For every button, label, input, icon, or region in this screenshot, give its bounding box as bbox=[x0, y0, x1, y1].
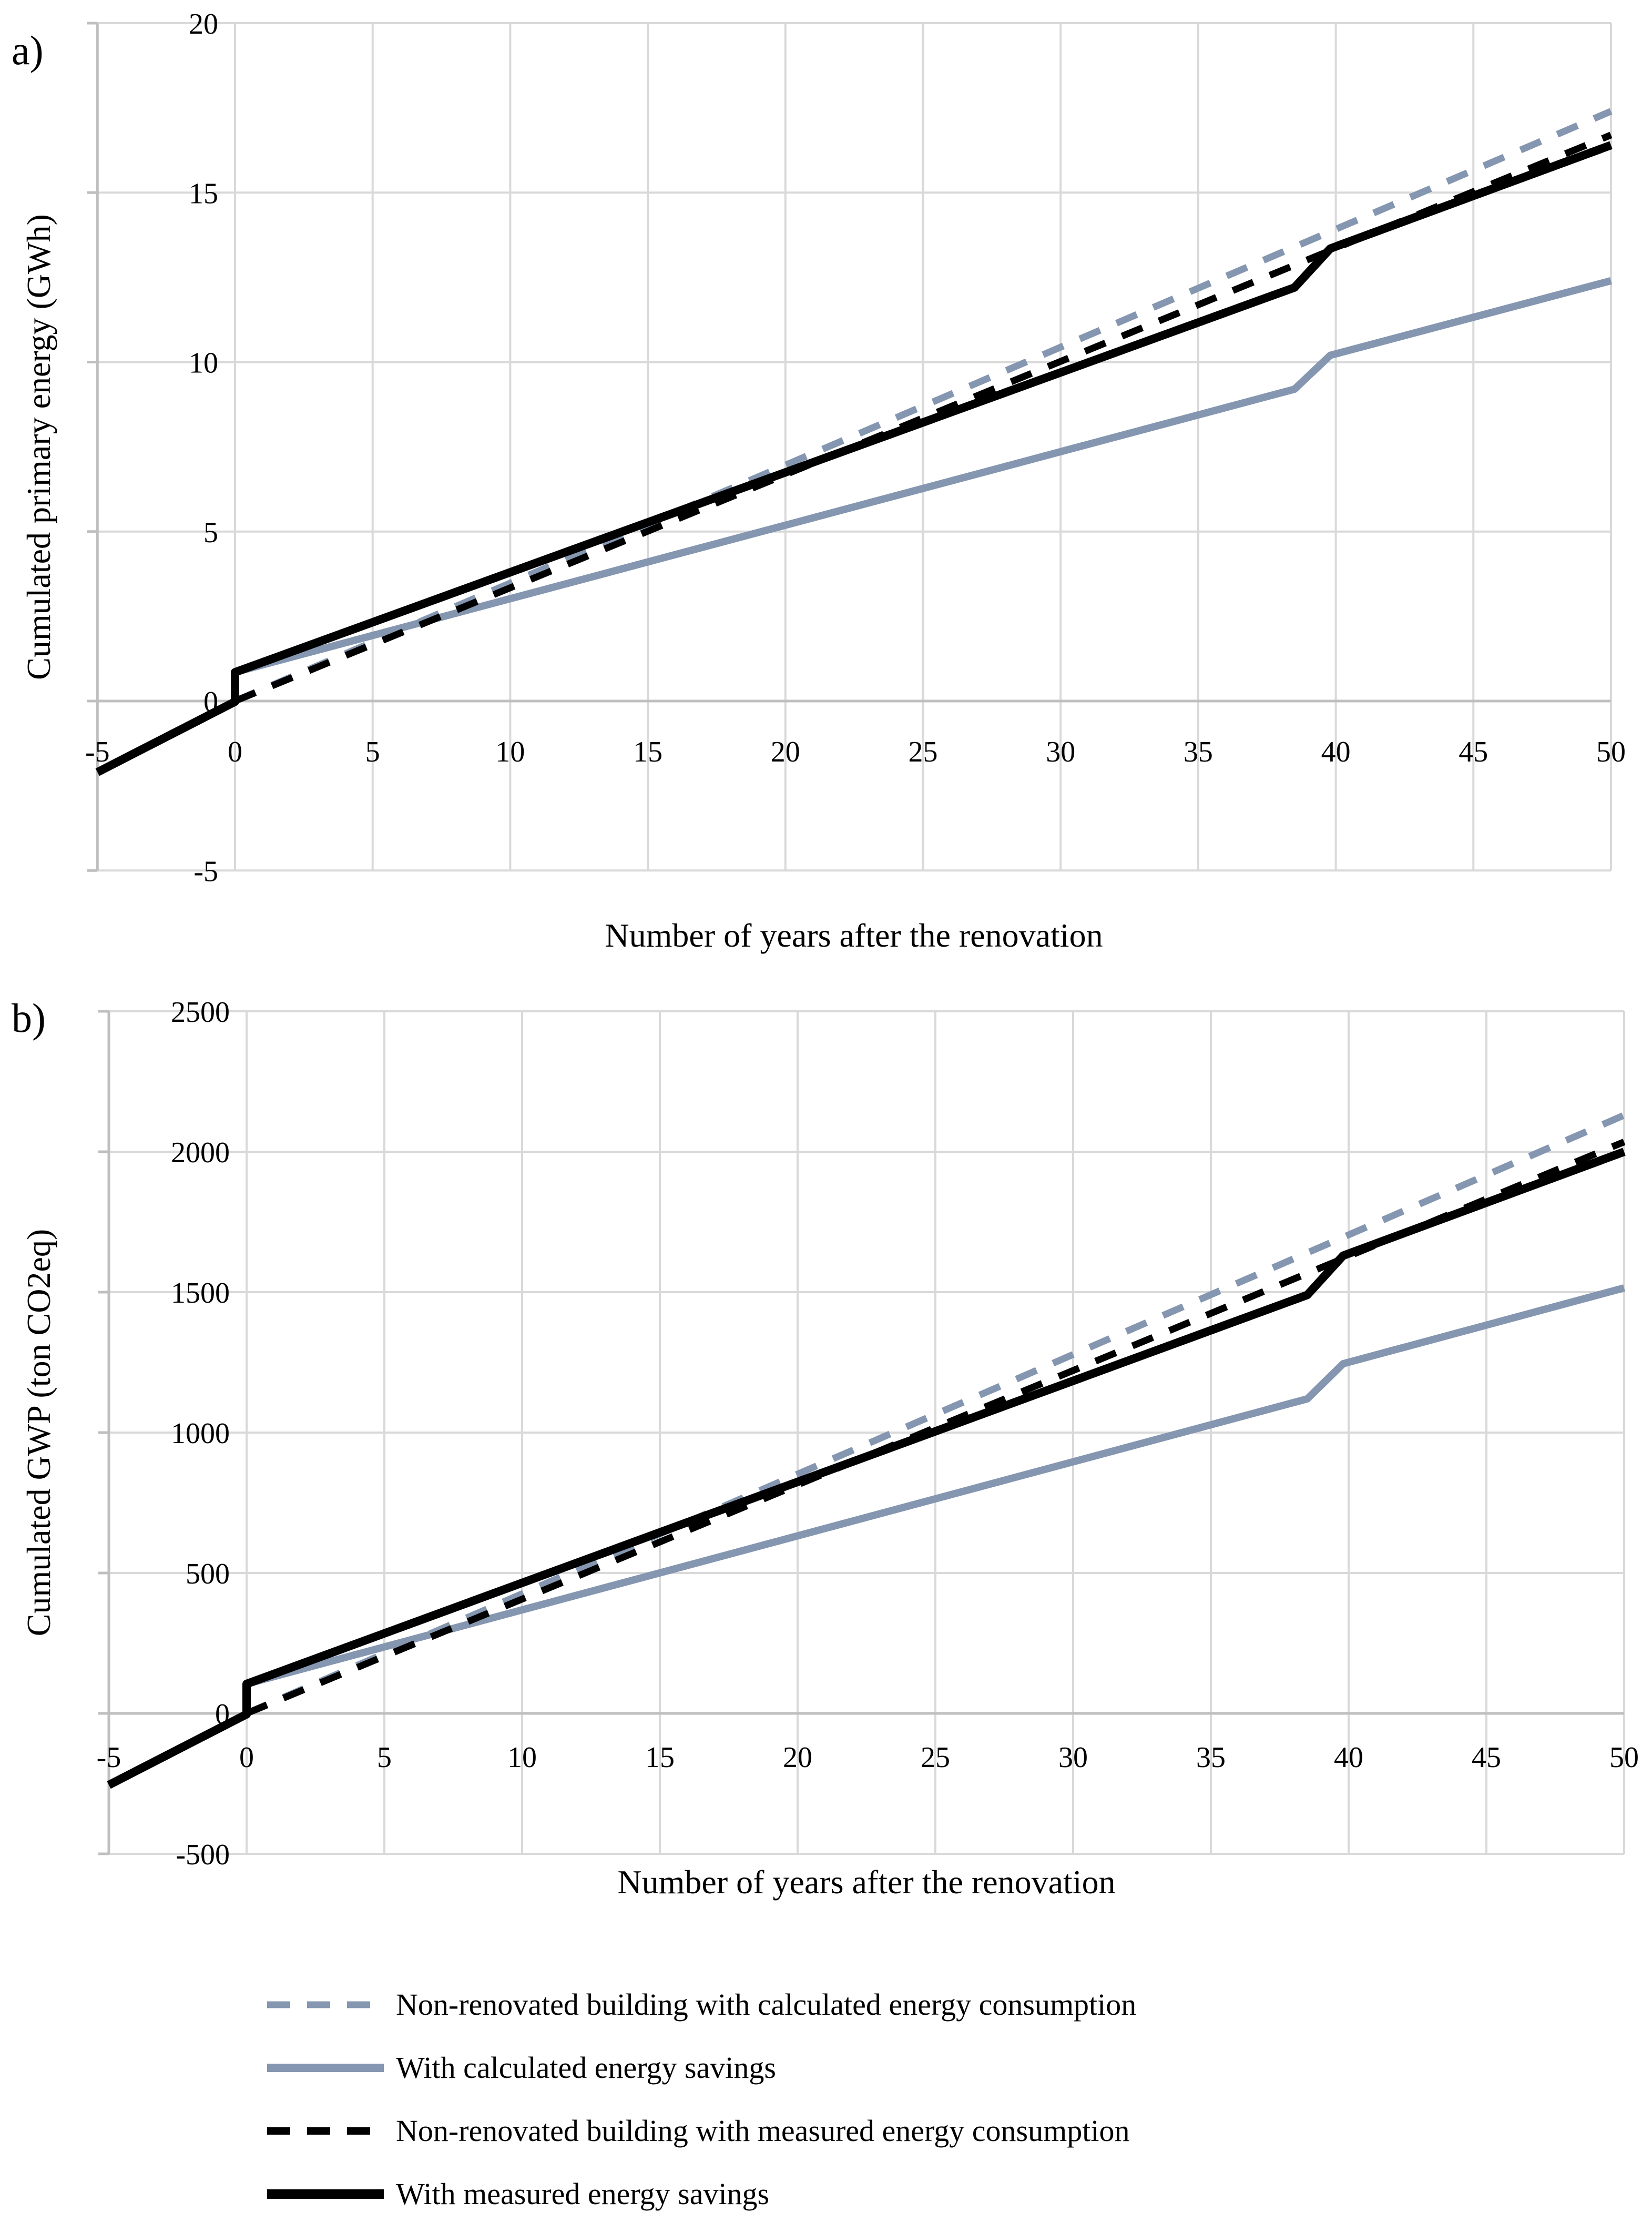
solid-blue-line-icon bbox=[267, 2064, 384, 2072]
chart-b-y-axis-title: Cumulated GWP (ton CO2eq) bbox=[20, 1229, 57, 1636]
chart-b-x-axis-title: Number of years after the renovation bbox=[617, 1863, 1115, 1901]
x-tick-label: 45 bbox=[1459, 736, 1488, 768]
series-solid-blue-line bbox=[107, 1284, 1625, 1789]
chart-a-y-axis-title: Cumulated primary energy (GWh) bbox=[20, 214, 57, 680]
solid-black-line-icon bbox=[267, 2189, 384, 2199]
panel-b-label: b) bbox=[12, 995, 46, 1041]
y-tick-label: 2500 bbox=[171, 996, 230, 1029]
x-tick-label: 15 bbox=[633, 736, 662, 768]
dashed-black-line-icon bbox=[267, 2127, 384, 2135]
x-tick-label: 40 bbox=[1334, 1741, 1363, 1774]
x-tick-label: 20 bbox=[783, 1741, 812, 1774]
x-tick-label: 0 bbox=[228, 736, 242, 768]
x-tick-label: 30 bbox=[1046, 736, 1075, 768]
legend-label: Non-renovated building with calculated e… bbox=[396, 1987, 1137, 2022]
y-tick-label: 2000 bbox=[171, 1136, 230, 1169]
x-tick-label: 30 bbox=[1058, 1741, 1088, 1774]
legend-label: Non-renovated building with measured ene… bbox=[396, 2114, 1130, 2148]
figure-legend: Non-renovated building with calculated e… bbox=[266, 1973, 1136, 2226]
y-tick-label: 500 bbox=[186, 1558, 230, 1590]
series-solid-black-line bbox=[107, 1148, 1626, 1789]
x-tick-label: 0 bbox=[239, 1741, 254, 1774]
x-tick-label: -5 bbox=[97, 1741, 121, 1774]
x-tick-label: 5 bbox=[377, 1741, 392, 1774]
x-tick-label: 10 bbox=[495, 736, 525, 768]
x-tick-label: 5 bbox=[365, 736, 380, 768]
x-tick-label: 50 bbox=[1596, 736, 1626, 768]
x-tick-label: 20 bbox=[771, 736, 800, 768]
y-tick-label: -500 bbox=[176, 1839, 230, 1871]
y-tick-label: 1000 bbox=[171, 1417, 230, 1450]
y-tick-label: 15 bbox=[189, 177, 218, 210]
x-tick-label: 50 bbox=[1609, 1741, 1639, 1774]
y-tick-label: 20 bbox=[189, 8, 218, 40]
x-tick-label: 45 bbox=[1472, 1741, 1501, 1774]
x-tick-label: -5 bbox=[85, 736, 110, 768]
series-dashed-blue-line bbox=[233, 108, 1613, 704]
y-tick-label: 5 bbox=[203, 516, 218, 549]
y-tick-label: 1500 bbox=[171, 1277, 230, 1310]
x-tick-label: 35 bbox=[1196, 1741, 1226, 1774]
legend-item-measured-savings: With measured energy savings bbox=[266, 2163, 1136, 2226]
x-tick-label: 25 bbox=[921, 1741, 950, 1774]
legend-label: With measured energy savings bbox=[396, 2177, 770, 2211]
y-tick-label: 10 bbox=[189, 347, 218, 380]
x-tick-label: 25 bbox=[909, 736, 938, 768]
x-tick-label: 10 bbox=[507, 1741, 537, 1774]
y-tick-label: -5 bbox=[193, 855, 218, 888]
legend-item-nonrenovated-calculated: Non-renovated building with calculated e… bbox=[266, 1973, 1136, 2036]
x-tick-label: 15 bbox=[645, 1741, 675, 1774]
legend-item-calculated-savings: With calculated energy savings bbox=[266, 2036, 1136, 2099]
series-dashed-blue-line bbox=[245, 1112, 1626, 1717]
x-tick-label: 40 bbox=[1321, 736, 1351, 768]
x-tick-label: 35 bbox=[1184, 736, 1213, 768]
panel-a-label: a) bbox=[12, 27, 44, 73]
chart-a-x-axis-title: Number of years after the renovation bbox=[605, 917, 1103, 954]
legend-label: With calculated energy savings bbox=[396, 2051, 776, 2085]
legend-item-nonrenovated-measured: Non-renovated building with measured ene… bbox=[266, 2099, 1136, 2163]
series-solid-black-line bbox=[95, 141, 1613, 776]
series-solid-blue-line bbox=[96, 277, 1612, 776]
dashed-blue-line-icon bbox=[267, 2001, 384, 2008]
